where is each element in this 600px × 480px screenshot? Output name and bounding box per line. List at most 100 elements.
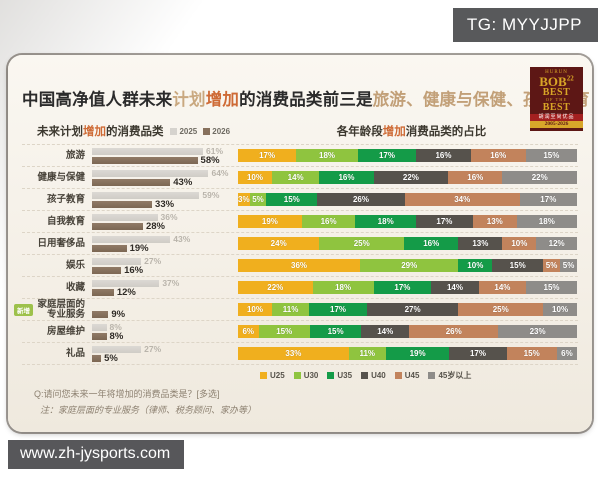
segment-U35: 18% — [355, 215, 416, 228]
segment-U35: 17% — [309, 303, 367, 316]
stacked-bar: 10% 14% 16% 22% 16% 22% — [238, 171, 577, 184]
segment-U30: 14% — [271, 171, 320, 184]
segment-U45: 34% — [404, 193, 520, 206]
chart-row: 健康与保健 64% 43% 10% 14% 16% 22% 16% 22% — [22, 167, 578, 189]
segment-45岁以上: 23% — [498, 325, 577, 338]
segment-U45: 10% — [502, 237, 537, 250]
bar-2025 — [92, 257, 142, 265]
grouped-bars: 64% 43% — [92, 168, 238, 188]
segment-U30: 11% — [348, 347, 386, 360]
grouped-bars: 27% 5% — [92, 344, 238, 364]
value-label-2025: 8% — [109, 322, 122, 332]
value-label-2025: 36% — [160, 212, 178, 222]
chart-rows: 旅游 61% 58% 17% 18% 17% 16% 16% 15% 健康与保健 64% 43% 10%… — [14, 144, 578, 365]
segment-U25: 10% — [238, 171, 272, 184]
category-label: 收藏 — [65, 281, 85, 293]
value-label-2026: 43% — [173, 176, 193, 188]
year-legend: 2025 2026 — [170, 127, 230, 136]
grouped-bars: 27% 16% — [92, 256, 238, 276]
segment-U25: 17% — [238, 149, 297, 162]
age-group-legend: U25 U30 U35 U40 U45 45岁以上 — [260, 370, 578, 381]
segment-45岁以上: 6% — [556, 347, 577, 360]
category-label: 娱乐 — [65, 259, 85, 271]
segment-U30: 18% — [312, 281, 374, 294]
segment-U30: 29% — [360, 259, 459, 272]
segment-U45: 25% — [458, 303, 544, 316]
segment-U40: 17% — [449, 347, 507, 360]
value-label-2026: 5% — [104, 352, 118, 364]
segment-U45: 16% — [448, 171, 503, 184]
value-label-2026: 16% — [124, 264, 144, 276]
segment-45岁以上: 10% — [543, 303, 578, 316]
footnotes: Q:请问您未来一年将增加的消费品类是？[多选] 注：家庭层面的专业服务（律师、税… — [34, 387, 578, 416]
segment-U45: 15% — [506, 347, 557, 360]
logo-bob: BOB22 — [539, 74, 574, 89]
bar-2025 — [92, 279, 160, 287]
category-label: 家庭层面的专业服务 — [37, 298, 85, 320]
segment-U40: 14% — [361, 325, 410, 338]
bar-2025 — [92, 235, 171, 243]
value-label-2026: 33% — [155, 198, 175, 210]
chart-row: 娱乐 27% 16% 36% 29% 10% 15% 5% 5% — [22, 255, 578, 277]
bar-2026 — [92, 200, 153, 208]
segment-U25: 19% — [238, 215, 302, 228]
infographic-card: HURUN BOB22 BEST OF THE BEST 胡润至尚优品 2005… — [8, 55, 592, 432]
legend-item-U30: U30 — [293, 371, 318, 380]
legend-swatch — [327, 372, 335, 379]
value-label-2025: 27% — [144, 256, 162, 266]
bar-2026 — [92, 178, 171, 186]
segment-U40: 13% — [458, 237, 503, 250]
bar-2025 — [92, 147, 204, 155]
segment-U40: 26% — [317, 193, 405, 206]
segment-45岁以上: 15% — [525, 149, 577, 162]
segment-U40: 27% — [366, 303, 459, 316]
value-label-2026: 12% — [116, 286, 136, 298]
value-label-2025: 61% — [206, 146, 224, 156]
hurun-best-of-best-logo: HURUN BOB22 BEST OF THE BEST 胡润至尚优品 2005… — [530, 67, 583, 131]
segment-U25: 10% — [238, 303, 272, 316]
chart-row: 日用奢侈品 43% 19% 24% 25% 16% 13% 10% 12% — [22, 233, 578, 255]
segment-U35: 19% — [385, 347, 450, 360]
logo-brand: HURUN — [545, 70, 568, 75]
legend-item-U40: U40 — [361, 371, 386, 380]
grouped-bars: 9% — [92, 302, 238, 320]
bar-2025 — [92, 169, 209, 177]
segment-45岁以上: 15% — [526, 281, 577, 294]
segment-U40: 17% — [415, 215, 473, 228]
category-label: 自我教育 — [46, 215, 85, 227]
bar-2026 — [92, 288, 114, 296]
right-chart-title: 各年龄段增加消费品类的占比 — [336, 126, 487, 138]
segment-U45: 13% — [472, 215, 517, 228]
logo-years: 2005-2026 — [530, 120, 583, 128]
left-chart-title: 未来计划增加的消费品类 — [36, 126, 164, 138]
segment-U30: 5% — [249, 193, 267, 206]
logo-best-1: BEST — [542, 87, 571, 98]
value-label-2025: 27% — [144, 344, 162, 354]
logo-of-the: OF THE — [545, 97, 568, 102]
legend-item-U25: U25 — [260, 371, 285, 380]
legend-item-45岁以上: 45岁以上 — [428, 370, 471, 381]
bar-2025 — [92, 191, 200, 199]
value-label-2026: 8% — [109, 330, 124, 342]
segment-45岁以上: 12% — [536, 237, 577, 250]
stacked-bar: 10% 11% 17% 27% 25% 10% — [238, 303, 578, 316]
website-url-bar: www.zh-jysports.com — [8, 440, 185, 469]
value-label-2025: 64% — [211, 168, 229, 178]
legend-swatch — [293, 372, 301, 379]
segment-U35: 16% — [404, 237, 459, 250]
segment-U30: 25% — [319, 237, 405, 250]
new-category-tag: 新增 — [14, 304, 33, 316]
segment-U30: 15% — [258, 325, 310, 338]
segment-U40: 22% — [373, 171, 449, 184]
bar-2026 — [92, 266, 122, 274]
grouped-bars: 59% 33% — [92, 190, 238, 210]
value-label-2025: 43% — [173, 234, 191, 244]
category-label: 旅游 — [65, 149, 85, 161]
segment-U45: 5% — [543, 259, 561, 272]
value-label-2025: 59% — [202, 190, 220, 200]
chart-row: 自我教育 36% 28% 19% 16% 18% 17% 13% 18% — [22, 211, 578, 233]
category-label: 房屋维护 — [46, 325, 85, 337]
value-label-2026: 58% — [200, 154, 220, 166]
category-label: 礼品 — [65, 347, 85, 359]
legend-item-U35: U35 — [327, 371, 352, 380]
